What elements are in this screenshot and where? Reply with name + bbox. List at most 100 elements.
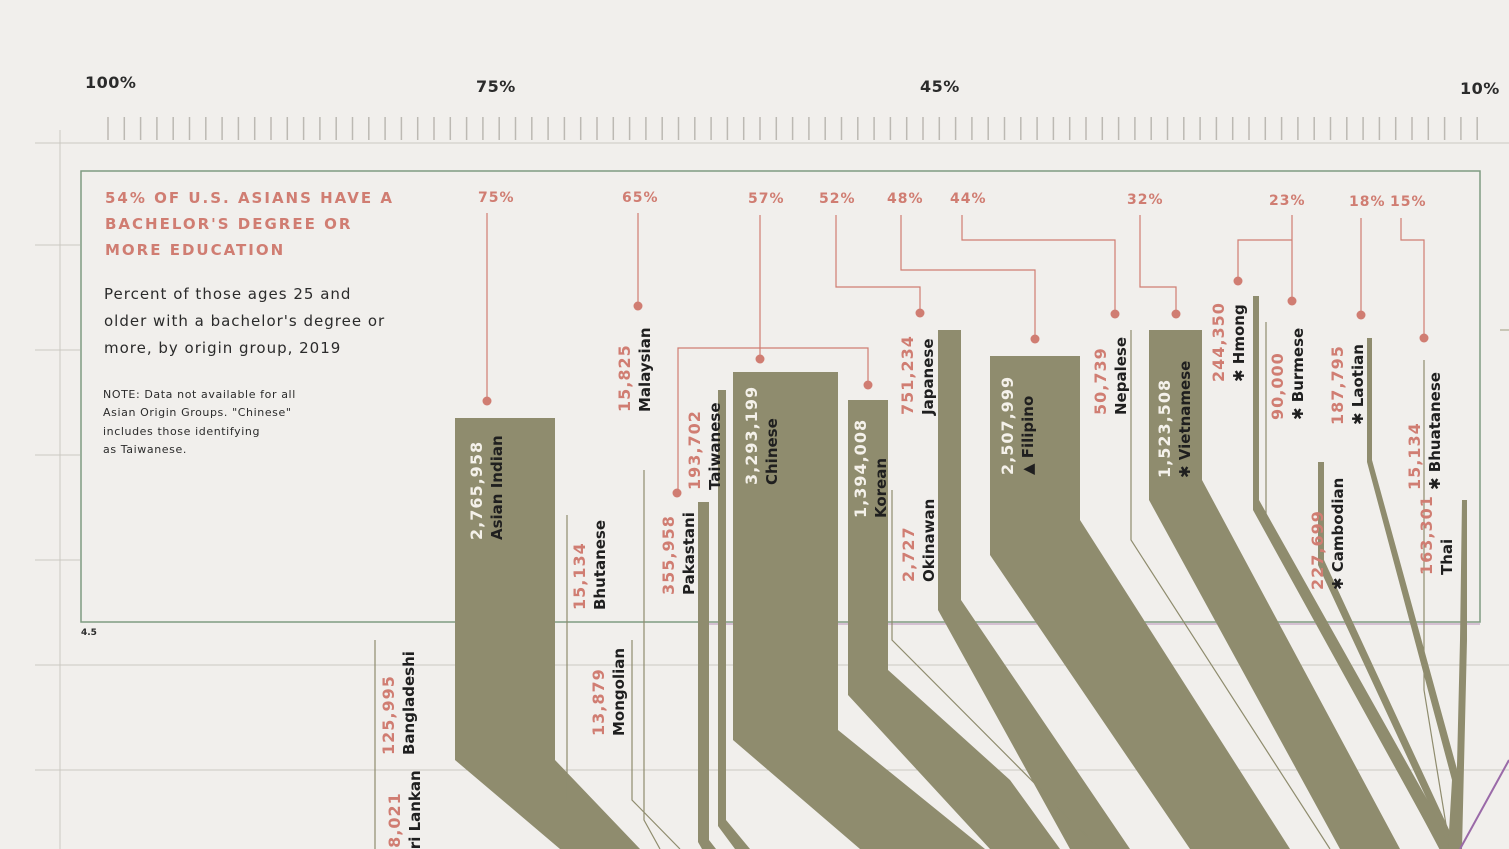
group-name: ✱ Burmese [1289, 328, 1307, 420]
leader-dot [863, 380, 873, 390]
percent-label: 48% [887, 191, 924, 207]
flow-line [643, 470, 661, 849]
flow-line [1265, 322, 1441, 849]
population-value: 1,523,508 [1155, 379, 1174, 478]
leader-dot [1356, 310, 1366, 320]
flow-band [1149, 330, 1400, 849]
flow-band [455, 418, 640, 849]
group-name: ▲ Filipino [1019, 396, 1037, 475]
group-labels: 2,765,958 Asian Indian 15,825 Malaysian 3,29… [379, 302, 1456, 849]
scale-label-75: 75% [476, 77, 516, 96]
group-label: 2,727 Okinawan [899, 499, 938, 582]
leader-dot [1287, 296, 1297, 306]
connectors [482, 213, 1429, 498]
group-label: 3,293,199 Chinese [742, 386, 781, 485]
group-label: 751,234 Japanese [898, 335, 937, 416]
flow-band [698, 502, 716, 849]
group-label: 15,134 Bhutanese [570, 520, 609, 610]
group-name: Chinese [763, 418, 781, 485]
population-value: 90,000 [1268, 352, 1287, 420]
flow-line [1423, 360, 1451, 849]
group-name: Malaysian [636, 328, 654, 413]
scale-label-10: 10% [1460, 79, 1500, 98]
population-value: 50,739 [1091, 347, 1110, 415]
group-label: 2,765,958 Asian Indian [467, 435, 506, 540]
flow-line [891, 490, 1101, 849]
leader-dot [915, 308, 925, 318]
group-name: ✱ Bhuatanese [1426, 372, 1444, 490]
group-label: 15,825 Malaysian [615, 328, 654, 413]
flow-band [1367, 338, 1460, 849]
population-value: 125,995 [379, 675, 398, 755]
leader-line [1400, 218, 1425, 337]
leader-line [961, 215, 1116, 313]
note-line-2: Asian Origin Groups. "Chinese" [103, 406, 292, 419]
leader-line [677, 347, 869, 492]
leader-line [835, 215, 921, 312]
group-label: 193,702 Taiwanese [685, 403, 724, 491]
flow-band [990, 356, 1290, 849]
population-value: 2,507,999 [998, 376, 1017, 475]
subtitle-line-2: older with a bachelor's degree or [104, 312, 385, 330]
group-name: Nepalese [1112, 337, 1130, 415]
percent-label: 75% [478, 190, 515, 206]
leader-line [1139, 215, 1177, 313]
group-label: 163,301 Thai [1417, 495, 1456, 575]
group-name: Taiwanese [706, 403, 724, 491]
flow-band [733, 372, 985, 849]
title-line-2: BACHELOR'S DEGREE OR [105, 215, 352, 233]
title-line-1: 54% OF U.S. ASIANS HAVE A [105, 189, 394, 207]
group-label: 38,021 Sri Lankan [385, 770, 424, 849]
leader-dot [1233, 276, 1243, 286]
population-value: 187,795 [1328, 345, 1347, 425]
flow-line [631, 640, 681, 849]
population-value: 2,765,958 [467, 441, 486, 540]
title-block: 54% OF U.S. ASIANS HAVE A BACHELOR'S DEG… [103, 189, 394, 456]
group-name: Japanese [919, 338, 937, 416]
percent-label: 15% [1390, 194, 1427, 210]
group-name: Thai [1438, 539, 1456, 575]
group-label: 1,523,508 ✱ Vietnamese [1155, 361, 1194, 478]
flow-band [1455, 500, 1467, 849]
leader-dot [755, 354, 765, 364]
note-line-3: includes those identifying [103, 425, 260, 438]
population-value: 38,021 [385, 792, 404, 849]
subtitle-line-3: more, by origin group, 2019 [104, 339, 341, 357]
group-label: 13,879 Mongolian [589, 648, 628, 736]
group-label: 1,394,008 Korean [851, 419, 890, 518]
leader-dot [633, 301, 643, 311]
percent-labels: 75% 65% 57% 52% 48% 44% 32% 23% 18% 15% [478, 190, 1427, 210]
scale-label-45: 45% [920, 77, 960, 96]
percent-label: 18% [1349, 194, 1386, 210]
corner-label: 4.5 [81, 628, 97, 638]
population-value: 1,394,008 [851, 419, 870, 518]
scale-label-100: 100% [85, 73, 136, 92]
population-value: 15,134 [570, 542, 589, 610]
group-name: ✱ Hmong [1230, 304, 1248, 382]
leader-line [900, 215, 1036, 338]
leader-dot [482, 396, 492, 406]
population-value: 15,825 [615, 344, 634, 412]
population-value: 244,350 [1209, 302, 1228, 382]
right-accent [1459, 759, 1509, 849]
percent-label: 65% [622, 190, 659, 206]
population-value: 751,234 [898, 335, 917, 415]
group-label: 244,350 ✱ Hmong [1209, 302, 1248, 382]
population-value: 3,293,199 [742, 386, 761, 485]
percent-label: 52% [819, 191, 856, 207]
flow-band [848, 400, 1060, 849]
group-name: Bangladeshi [400, 651, 418, 755]
population-value: 15,134 [1405, 422, 1424, 490]
flow-line [1130, 330, 1331, 849]
percent-label: 57% [748, 191, 785, 207]
leader-dot [1030, 334, 1040, 344]
group-label: 125,995 Bangladeshi [379, 651, 418, 755]
population-value: 163,301 [1417, 495, 1436, 575]
percent-label: 23% [1269, 193, 1306, 209]
group-label: 187,795 ✱ Laotian [1328, 344, 1367, 425]
group-label: 50,739 Nepalese [1091, 337, 1130, 415]
title-line-3: MORE EDUCATION [105, 241, 285, 259]
percent-label: 44% [950, 191, 987, 207]
group-name: Korean [872, 458, 890, 518]
